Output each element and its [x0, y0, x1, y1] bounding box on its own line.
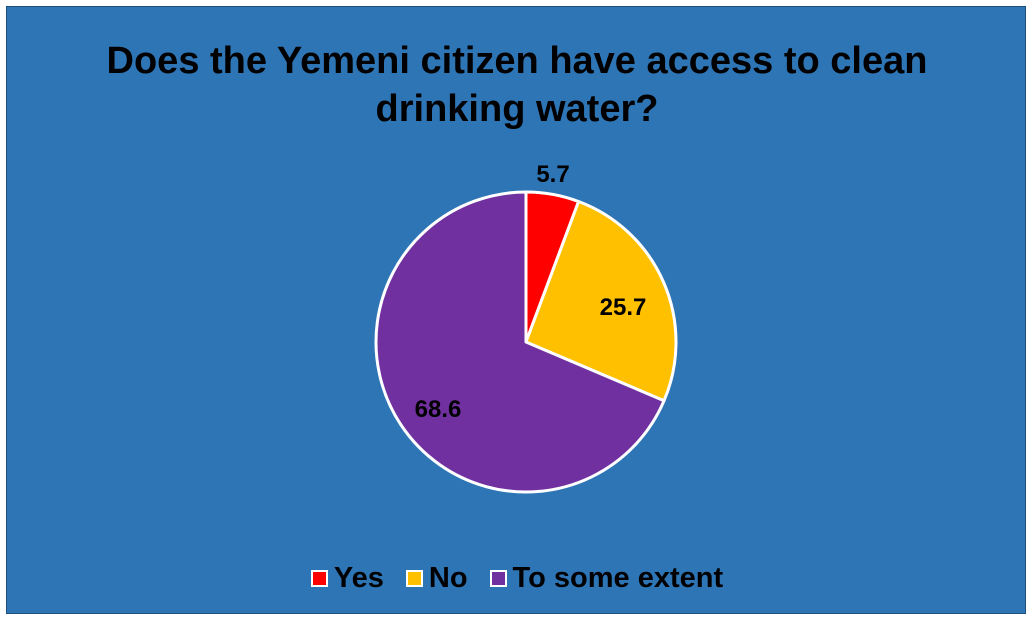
pie-chart: 5.7 25.7 68.6 [374, 161, 678, 494]
data-label-no: 25.7 [600, 294, 647, 321]
chart-title-line-1: Does the Yemeni citizen have access to c… [106, 40, 928, 82]
chart-legend: Yes No To some extent [7, 562, 1027, 595]
data-label-yes: 5.7 [536, 161, 569, 188]
legend-item-to-some-extent: To some extent [489, 562, 724, 595]
legend-item-yes: Yes [310, 562, 384, 595]
chart-area: Does the Yemeni citizen have access to c… [6, 6, 1026, 614]
legend-label-to-some-extent: To some extent [512, 562, 724, 594]
legend-label-no: No [428, 562, 468, 594]
data-label-to-some-extent: 68.6 [415, 396, 462, 423]
legend-swatch-yes [310, 570, 328, 587]
chart-title-line-2: drinking water? [375, 88, 659, 130]
legend-label-yes: Yes [333, 562, 384, 594]
legend-item-no: No [405, 562, 468, 595]
legend-swatch-no [405, 570, 423, 587]
pie-slice-to-some-extent [374, 190, 666, 494]
chart-title: Does the Yemeni citizen have access to c… [7, 37, 1027, 133]
legend-swatch-to-some-extent [489, 570, 507, 587]
pie-slice-no [524, 200, 678, 403]
